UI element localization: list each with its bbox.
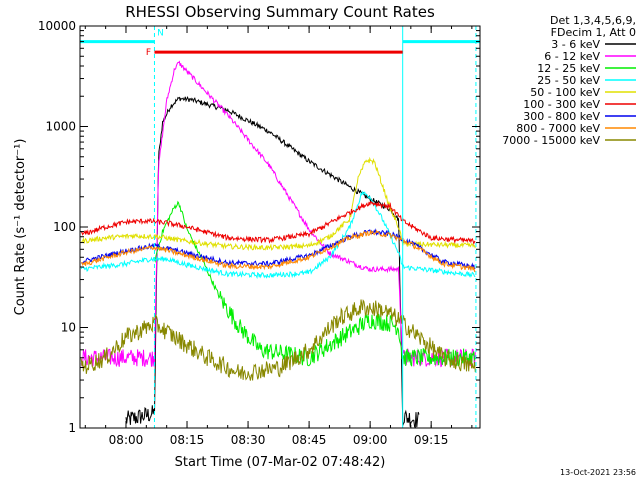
x-tick-label-0: 08:00: [109, 433, 144, 447]
series-line-2: [154, 200, 476, 367]
x-tick-label-1: 08:15: [170, 433, 205, 447]
x-axis: 08:00 08:15 08:30 08:45 09:00 09:15: [84, 26, 473, 447]
chart-title: RHESSI Observing Summary Count Rates: [125, 3, 435, 21]
series-line-8: [80, 299, 476, 381]
legend-entry-5: 100 - 300 keV: [523, 98, 600, 111]
legend-entry-7: 800 - 7000 keV: [516, 122, 600, 135]
y-tick-label-0: 1: [68, 421, 76, 435]
legend-entry-8: 7000 - 15000 keV: [502, 134, 600, 147]
y-tick-label-3: 1000: [45, 120, 76, 134]
series-line-5: [81, 201, 476, 246]
series-layer: [80, 60, 476, 429]
series-line-4: [80, 156, 476, 252]
flag-label-N: N: [157, 29, 164, 39]
series-line-7: [80, 229, 476, 273]
x-tick-label-2: 08:30: [231, 433, 266, 447]
y-tick-label-4: 10000: [38, 19, 76, 33]
annotation-layer: NF: [80, 26, 480, 428]
legend-entry-4: 50 - 100 keV: [530, 86, 600, 99]
flag-label-F: F: [146, 48, 151, 58]
series-line-0: [125, 96, 420, 429]
y-axis-label: Count Rate (s⁻¹ detector⁻¹): [13, 139, 28, 316]
legend-entry-2: 12 - 25 keV: [537, 62, 600, 75]
x-tick-label-4: 09:00: [353, 433, 388, 447]
y-axis: 1 10 100 1000 10000: [38, 19, 480, 435]
legend-header-0: Det 1,3,4,5,6,9,: [550, 14, 636, 27]
x-axis-label: Start Time (07-Mar-02 07:48:42): [175, 455, 386, 470]
x-tick-label-5: 09:15: [414, 433, 449, 447]
legend: Det 1,3,4,5,6,9,FDecim 1, Att 03 - 6 keV…: [502, 14, 636, 147]
legend-entry-1: 6 - 12 keV: [544, 50, 600, 63]
series-line-3: [80, 190, 476, 280]
legend-entry-0: 3 - 6 keV: [551, 38, 600, 51]
y-tick-label-2: 100: [53, 220, 76, 234]
legend-header-1: FDecim 1, Att 0: [551, 26, 636, 39]
legend-entry-6: 300 - 800 keV: [523, 110, 600, 123]
y-tick-label-1: 10: [61, 321, 76, 335]
generated-timestamp: 13-Oct-2021 23:56: [560, 468, 636, 477]
x-tick-label-3: 08:45: [292, 433, 327, 447]
legend-entry-3: 25 - 50 keV: [537, 74, 600, 87]
series-line-1: [80, 60, 476, 368]
